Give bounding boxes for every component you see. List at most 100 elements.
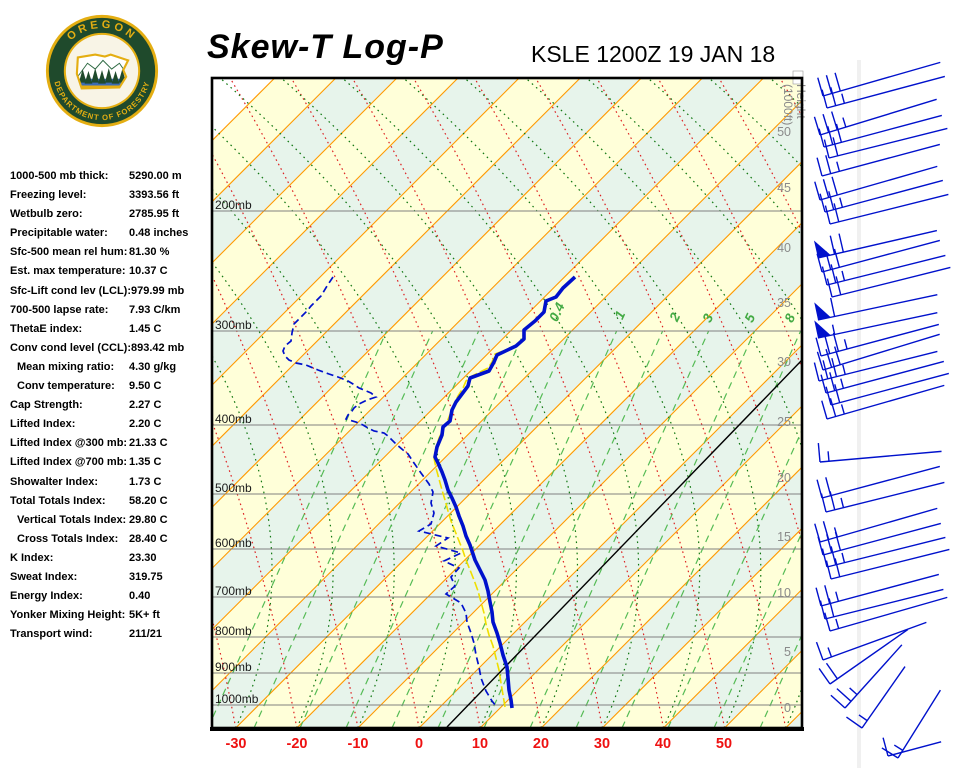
index-value: 2785.95 ft xyxy=(129,208,180,221)
dry-adiabat xyxy=(0,78,52,728)
index-value: 7.93 C/km xyxy=(129,303,181,316)
isotherm-band xyxy=(212,78,802,691)
index-row: Vertical Totals Index: 29.80 C xyxy=(10,511,215,530)
moist-adiabat xyxy=(219,78,517,728)
index-label: Total Totals Index: xyxy=(10,494,106,507)
temp-tick-label: -30 xyxy=(226,736,247,752)
wind-barb xyxy=(813,98,937,136)
index-value: 29.80 C xyxy=(129,513,168,526)
index-value: 979.99 mb xyxy=(131,284,185,297)
pressure-label: 700mb xyxy=(215,584,252,598)
wind-barb xyxy=(818,114,943,148)
index-row: Est. max temperature: 10.37 C xyxy=(10,262,215,281)
mixing-ratio-line xyxy=(345,330,526,728)
index-row: Conv cond level (CCL):893.42 mb xyxy=(10,339,215,358)
moist-adiabat xyxy=(0,78,28,728)
dry-adiabat xyxy=(718,78,802,234)
index-value: 2.27 C xyxy=(129,399,162,412)
index-label: 1000-500 mb thick: xyxy=(10,170,109,182)
temp-tick-label: -10 xyxy=(348,736,369,752)
dry-adiabat xyxy=(351,78,603,728)
index-label: Est. max temperature: xyxy=(10,265,126,278)
index-row: Wetbulb zero: 2785.95 ft xyxy=(10,205,215,224)
isotherm-line xyxy=(212,78,459,325)
index-value: 2.20 C xyxy=(129,418,162,431)
temp-tick-label: -20 xyxy=(287,736,308,752)
page-title: Skew-T Log-P xyxy=(207,28,444,66)
moist-adiabat xyxy=(403,78,701,728)
index-row: 1000-500 mb thick: 5290.00 m xyxy=(10,167,215,186)
index-row: Yonker Mixing Height: 5K+ ft xyxy=(10,606,215,625)
wind-barb xyxy=(824,596,948,632)
index-value: 1.73 C xyxy=(129,475,162,488)
index-row: Lifted Index @300 mb: 21.33 C xyxy=(10,434,215,453)
height-label: 35 xyxy=(777,296,791,310)
index-value: 1.35 C xyxy=(129,456,162,469)
index-label: Sfc-Lift cond lev (LCL): xyxy=(10,284,131,297)
index-label: Wetbulb zero: xyxy=(10,208,83,221)
index-label: Sfc-500 mean rel hum: xyxy=(10,246,128,259)
wind-barb xyxy=(813,350,938,382)
moist-adiabat xyxy=(212,125,456,728)
isotherm-line xyxy=(418,344,802,728)
dry-adiabat xyxy=(779,78,802,118)
isotherm-line xyxy=(663,588,802,728)
height-label: 40 xyxy=(777,241,791,255)
index-value: 5290.00 m xyxy=(129,170,182,182)
moist-adiabat xyxy=(525,78,802,728)
indices-panel: 1000-500 mb thick: 5290.00 m Freezing leve… xyxy=(10,167,215,644)
moist-adiabat xyxy=(0,78,211,728)
index-label: Sweat Index: xyxy=(10,570,78,583)
index-row: Cross Totals Index: 28.40 C xyxy=(10,530,215,549)
temp-tick-label: 50 xyxy=(716,736,732,752)
wind-barb xyxy=(826,266,951,298)
dry-adiabat xyxy=(0,78,114,728)
isotherm-line xyxy=(479,405,802,728)
index-label: Lifted Index @700 mb: xyxy=(10,456,128,469)
wind-barb xyxy=(846,666,906,729)
wind-barb xyxy=(815,323,940,357)
index-label: Transport wind: xyxy=(10,628,93,641)
index-value: 211/21 xyxy=(129,628,163,641)
wind-barb xyxy=(820,360,945,394)
moist-adiabat xyxy=(464,78,762,728)
pressure-label: 600mb xyxy=(215,536,252,550)
dry-adiabat xyxy=(0,78,175,728)
mixing-ratio-line xyxy=(437,330,618,728)
index-row: Lifted Index @700 mb: 1.35 C xyxy=(10,453,215,472)
isotherm-line xyxy=(212,78,764,631)
index-row: Sfc-Lift cond lev (LCL):979.99 mb xyxy=(10,282,215,301)
height-label: 10 xyxy=(777,586,791,600)
isotherm-line xyxy=(212,78,398,264)
height-label: 25 xyxy=(777,415,791,429)
wind-barb xyxy=(817,443,942,463)
dewpoint-trace xyxy=(282,276,497,707)
wind-barb xyxy=(823,127,948,159)
wind-barb xyxy=(830,644,903,709)
mixing-ratio-line xyxy=(253,330,434,728)
height-label: 20 xyxy=(777,471,791,485)
dry-adiabat xyxy=(596,78,802,544)
index-row: Showalter Index: 1.73 C xyxy=(10,473,215,492)
wind-barb xyxy=(817,61,941,97)
wind-barb xyxy=(882,737,942,757)
wind-barb xyxy=(821,384,945,420)
wind-barb xyxy=(817,522,942,556)
isotherm-line xyxy=(212,78,337,203)
mixing-ratio-label: 0.4 xyxy=(546,300,568,324)
wind-barb xyxy=(820,481,945,513)
wind-barb xyxy=(825,548,950,580)
index-value: 81.30 % xyxy=(129,246,170,259)
mixing-ratio-line xyxy=(667,428,802,728)
dry-adiabat xyxy=(473,78,726,728)
index-label: Lifted Index: xyxy=(10,418,76,431)
pressure-label: 500mb xyxy=(215,481,252,495)
wind-barb xyxy=(821,75,946,109)
pressure-label: 900mb xyxy=(215,660,252,674)
isotherm-line xyxy=(601,527,802,728)
index-label: Conv temperature: xyxy=(17,380,115,393)
wind-barb xyxy=(819,588,944,620)
isotherm-line xyxy=(212,78,642,509)
index-label: 700-500 lapse rate: xyxy=(10,303,109,316)
index-row: Conv temperature: 9.50 C xyxy=(10,377,215,396)
